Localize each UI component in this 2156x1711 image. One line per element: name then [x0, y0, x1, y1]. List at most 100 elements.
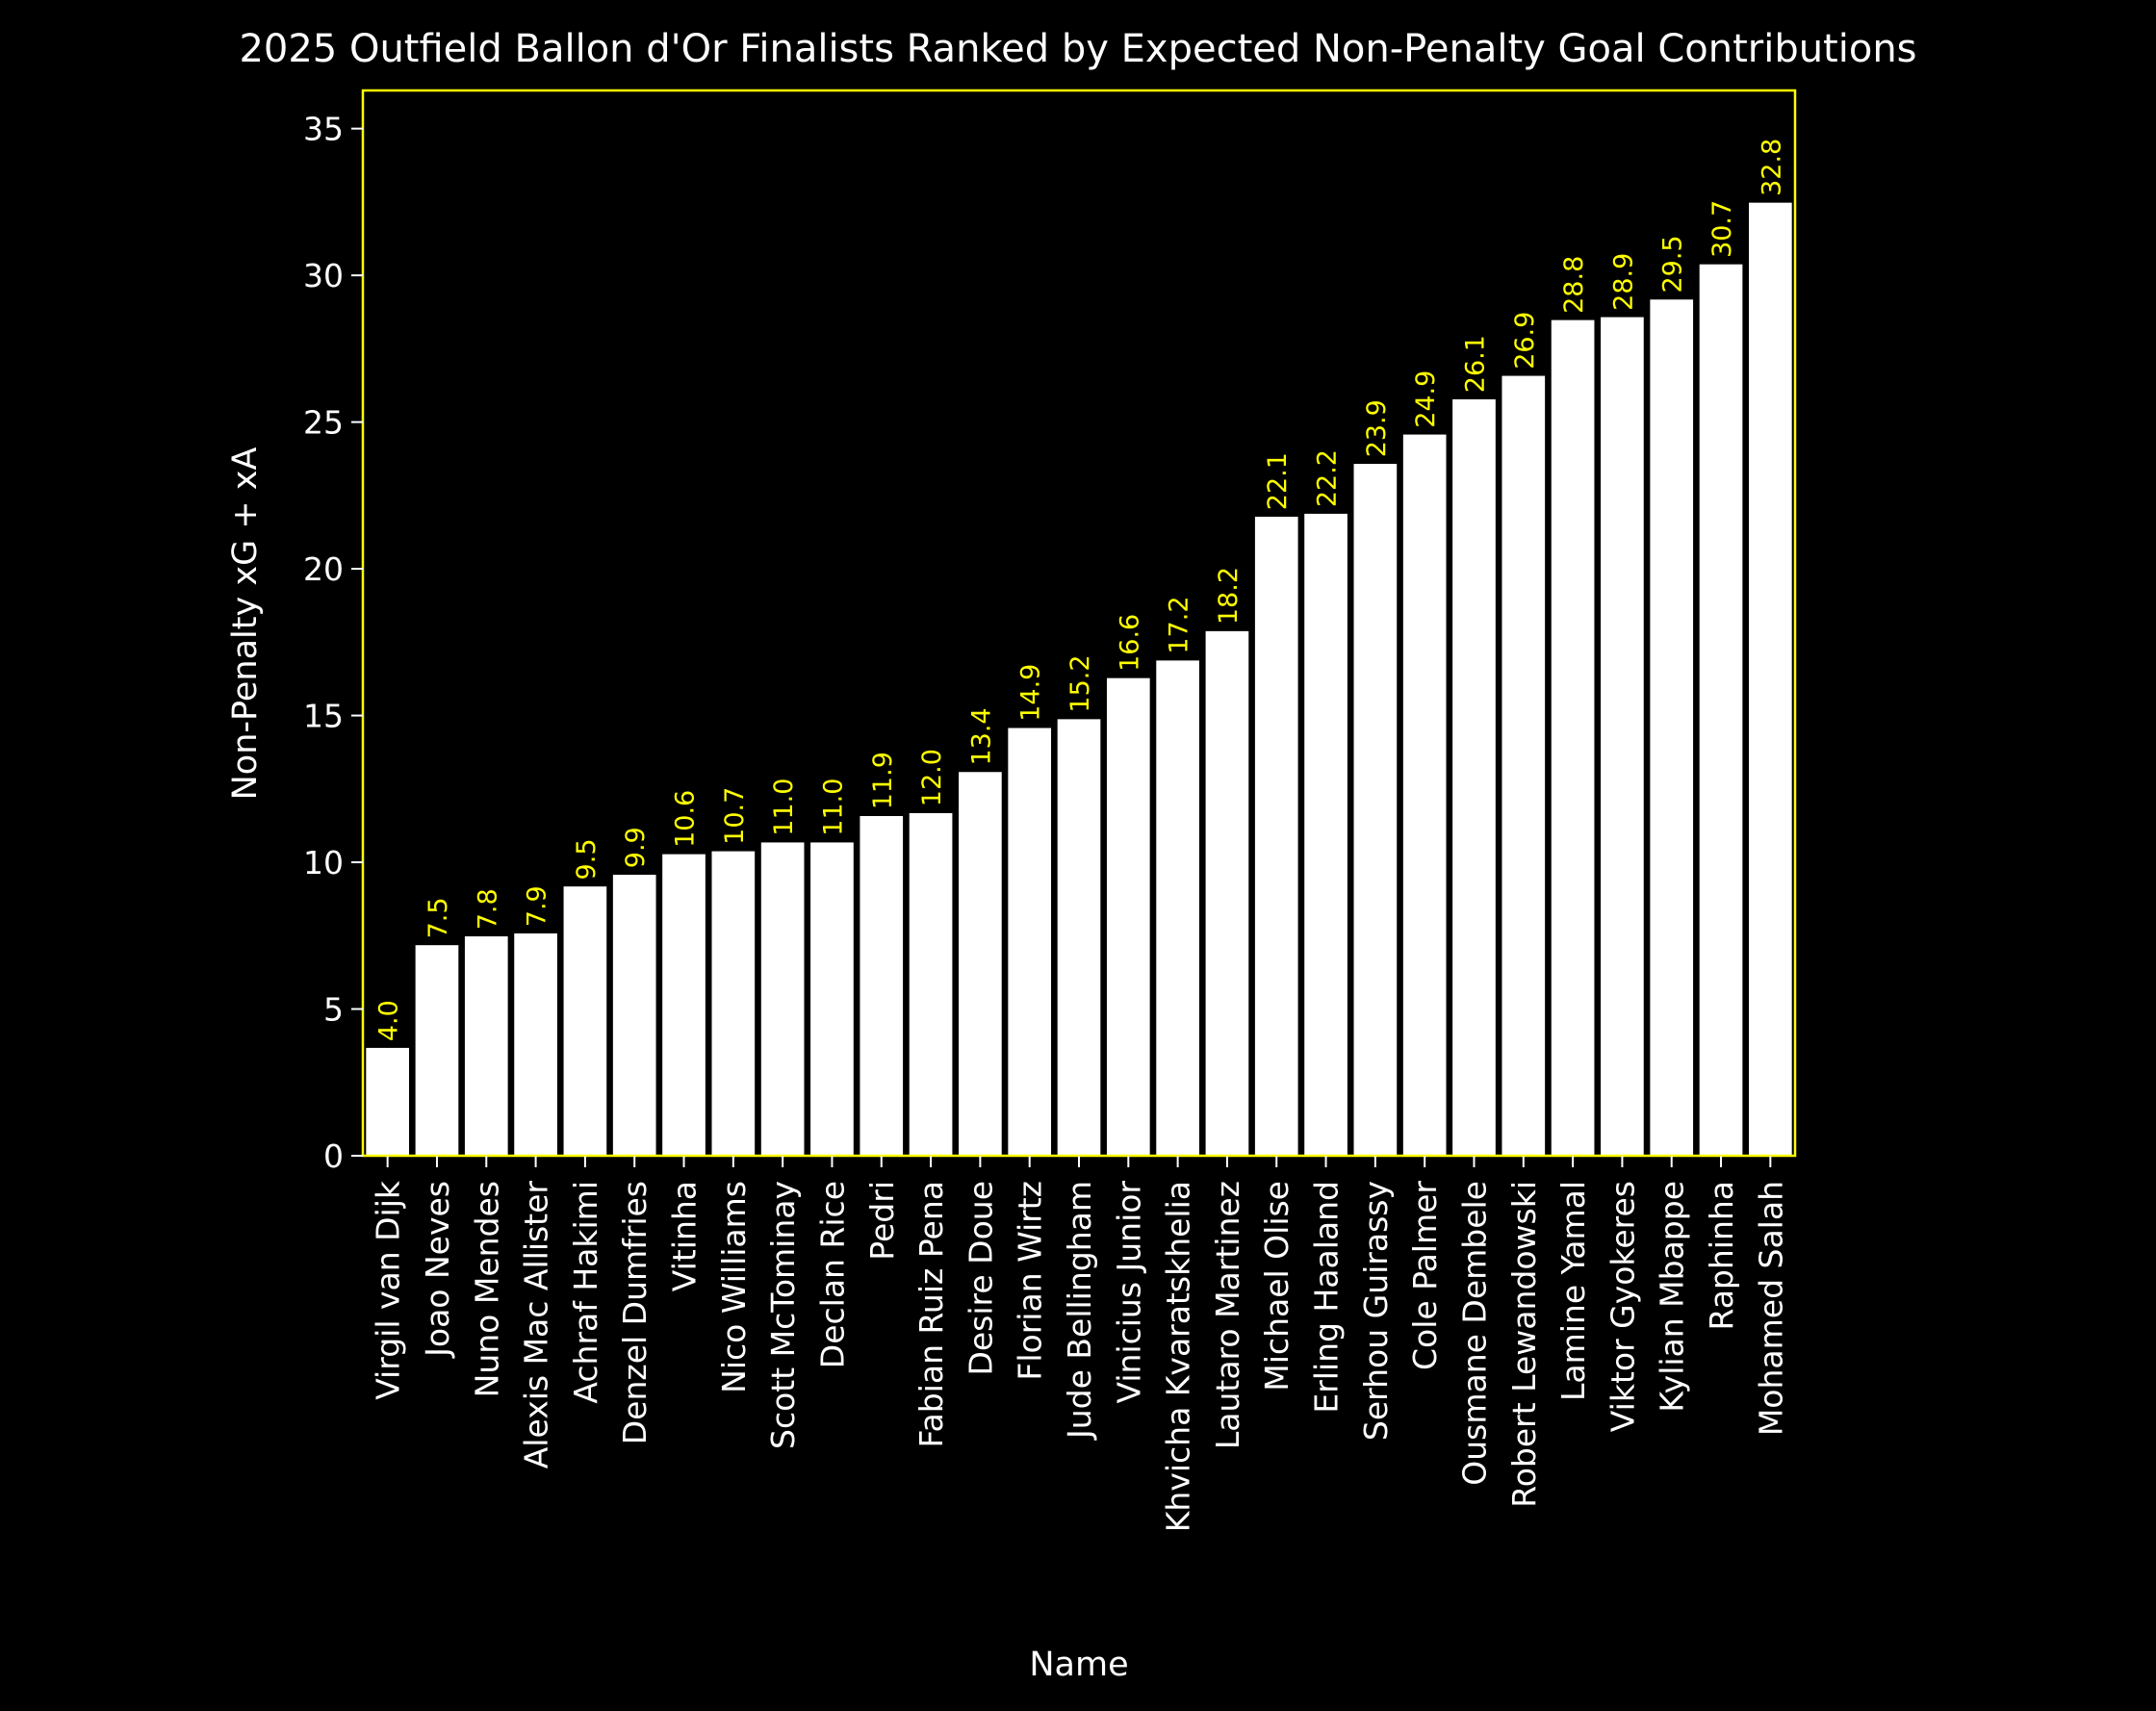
x-tick-label-florian-wirtz: Florian Wirtz — [1012, 1181, 1049, 1381]
bar-erling-haaland — [1302, 512, 1349, 1157]
data-label-michael-olise: 22.1 — [1263, 452, 1293, 510]
x-tick-label-lamine-yamal: Lamine Yamal — [1554, 1181, 1592, 1401]
bar-lamine-yamal — [1550, 319, 1596, 1157]
bar-viktor-gyokeres — [1599, 316, 1646, 1157]
data-label-lamine-yamal: 28.8 — [1559, 256, 1589, 314]
data-label-joao-neves: 7.5 — [424, 897, 453, 938]
data-label-nuno-mendes: 7.8 — [473, 888, 502, 930]
data-label-pedri: 11.9 — [868, 752, 898, 809]
data-label-cole-palmer: 24.9 — [1411, 370, 1441, 428]
bar-nico-williams — [709, 850, 757, 1157]
bar-achraf-hakimi — [562, 884, 608, 1157]
data-label-desire-doue: 13.4 — [966, 707, 996, 765]
x-tick-label-vitinha: Vitinha — [666, 1181, 704, 1291]
data-label-serhou-guirassy: 23.9 — [1362, 399, 1392, 457]
data-label-declan-rice: 11.0 — [818, 779, 848, 836]
data-labels-layer: 4.0 7.5 7.8 7.9 9.5 9.9 10.6 10.7 11.0 11.0 11.9 12… — [374, 139, 1787, 1041]
bar-pedri — [858, 814, 905, 1157]
x-tick-label-erling-haaland: Erling Haaland — [1308, 1181, 1346, 1414]
data-label-achraf-hakimi: 9.5 — [572, 838, 602, 880]
bar-serhou-guirassy — [1352, 462, 1399, 1157]
data-label-jude-bellingham: 15.2 — [1065, 654, 1095, 712]
data-label-florian-wirtz: 14.9 — [1016, 664, 1046, 722]
bar-khvicha-kvaratskhelia — [1154, 658, 1201, 1157]
y-tick-label-15: 15 — [303, 698, 344, 735]
bar-vitinha — [660, 853, 707, 1157]
bar-jude-bellingham — [1056, 717, 1102, 1157]
bar-declan-rice — [808, 840, 856, 1157]
x-axis-label: Name — [1029, 1646, 1128, 1684]
x-tick-label-virgil-van-dijk: Virgil van Dijk — [370, 1180, 407, 1400]
x-tick-label-joao-neves: Joao Neves — [419, 1181, 456, 1359]
y-tick-label-5: 5 — [323, 991, 344, 1029]
bar-michael-olise — [1253, 515, 1300, 1157]
x-tick-label-alexis-mac-allister: Alexis Mac Allister — [518, 1181, 555, 1469]
bar-nuno-mendes — [463, 934, 510, 1157]
x-tick-label-achraf-hakimi: Achraf Hakimi — [567, 1181, 604, 1404]
data-label-kylian-mbappe: 29.5 — [1658, 235, 1688, 293]
data-label-ousmane-dembele: 26.1 — [1460, 335, 1490, 393]
y-tick-label-25: 25 — [303, 404, 344, 442]
chart-title: 2025 Outfield Ballon d'Or Finalists Rank… — [239, 27, 1916, 71]
x-tick-label-desire-doue: Desire Doue — [962, 1181, 999, 1376]
data-label-viktor-gyokeres: 28.9 — [1608, 253, 1638, 311]
data-label-erling-haaland: 22.2 — [1313, 449, 1343, 507]
data-label-khvicha-kvaratskhelia: 17.2 — [1165, 596, 1194, 653]
bar-vinicius-junior — [1105, 677, 1152, 1157]
bar-florian-wirtz — [1006, 727, 1053, 1157]
data-label-alexis-mac-allister: 7.9 — [523, 885, 552, 927]
bar-mohamed-salah — [1747, 201, 1794, 1157]
x-tick-label-serhou-guirassy: Serhou Guirassy — [1357, 1181, 1395, 1441]
x-tick-label-jude-bellingham: Jude Bellingham — [1061, 1181, 1098, 1441]
data-label-lautaro-martinez: 18.2 — [1214, 567, 1244, 625]
bar-desire-doue — [957, 770, 1004, 1157]
y-tick-label-35: 35 — [303, 111, 344, 148]
x-tick-label-scott-mctominay: Scott McTominay — [764, 1181, 802, 1449]
bar-fabian-ruiz-pena — [908, 811, 954, 1157]
data-label-vinicius-junior: 16.6 — [1115, 614, 1144, 672]
x-tick-label-mohamed-salah: Mohamed Salah — [1752, 1181, 1789, 1436]
data-label-nico-williams: 10.7 — [720, 787, 750, 845]
x-tick-label-declan-rice: Declan Rice — [813, 1181, 851, 1368]
bar-robert-lewandowski — [1500, 374, 1547, 1157]
y-tick-label-0: 0 — [323, 1137, 344, 1175]
bar-kylian-mbappe — [1648, 297, 1695, 1157]
data-label-robert-lewandowski: 26.9 — [1510, 312, 1540, 370]
data-label-virgil-van-dijk: 4.0 — [374, 1000, 404, 1041]
x-tick-label-pedri: Pedri — [863, 1181, 901, 1261]
x-tick-label-michael-olise: Michael Olise — [1258, 1181, 1296, 1392]
bar-ousmane-dembele — [1450, 397, 1498, 1157]
bar-virgil-van-dijk — [364, 1046, 411, 1157]
x-tick-label-lautaro-martinez: Lautaro Martinez — [1209, 1181, 1246, 1449]
data-label-scott-mctominay: 11.0 — [769, 779, 799, 836]
data-label-vitinha: 10.6 — [671, 790, 701, 848]
x-tick-label-vinicius-junior: Vinicius Junior — [1110, 1181, 1147, 1404]
x-tick-label-nuno-mendes: Nuno Mendes — [468, 1181, 505, 1397]
bar-joao-neves — [414, 943, 460, 1157]
bar-lautaro-martinez — [1204, 629, 1250, 1157]
y-tick-label-10: 10 — [303, 844, 344, 881]
x-axis: Virgil van Dijk Joao Neves Nuno Mendes Alex… — [370, 1156, 1789, 1532]
y-axis: 0 5 10 15 20 25 30 35 — [303, 111, 363, 1175]
x-tick-label-ousmane-dembele: Ousmane Dembele — [1455, 1181, 1493, 1486]
y-tick-label-20: 20 — [303, 550, 344, 588]
bar-scott-mctominay — [759, 840, 806, 1157]
data-label-raphinha: 30.7 — [1707, 200, 1737, 258]
y-tick-label-30: 30 — [303, 257, 344, 294]
y-axis-label: Non-Penalty xG + xA — [226, 447, 265, 801]
data-label-denzel-dumfries: 9.9 — [621, 827, 651, 868]
x-tick-label-khvicha-kvaratskhelia: Khvicha Kvaratskhelia — [1160, 1181, 1197, 1532]
x-tick-label-robert-lewandowski: Robert Lewandowski — [1505, 1181, 1543, 1508]
data-label-fabian-ruiz-pena: 12.0 — [917, 749, 947, 806]
x-tick-label-denzel-dumfries: Denzel Dumfries — [616, 1181, 654, 1444]
x-tick-label-kylian-mbappe: Kylian Mbappe — [1654, 1181, 1691, 1413]
data-label-mohamed-salah: 32.8 — [1757, 139, 1786, 196]
bar-alexis-mac-allister — [512, 932, 559, 1157]
x-tick-label-raphinha: Raphinha — [1703, 1181, 1740, 1331]
bar-cole-palmer — [1401, 433, 1449, 1157]
bar-raphinha — [1698, 263, 1744, 1157]
x-tick-label-nico-williams: Nico Williams — [715, 1181, 753, 1393]
bars-layer — [364, 201, 1794, 1157]
x-tick-label-viktor-gyokeres: Viktor Gyokeres — [1604, 1181, 1641, 1432]
